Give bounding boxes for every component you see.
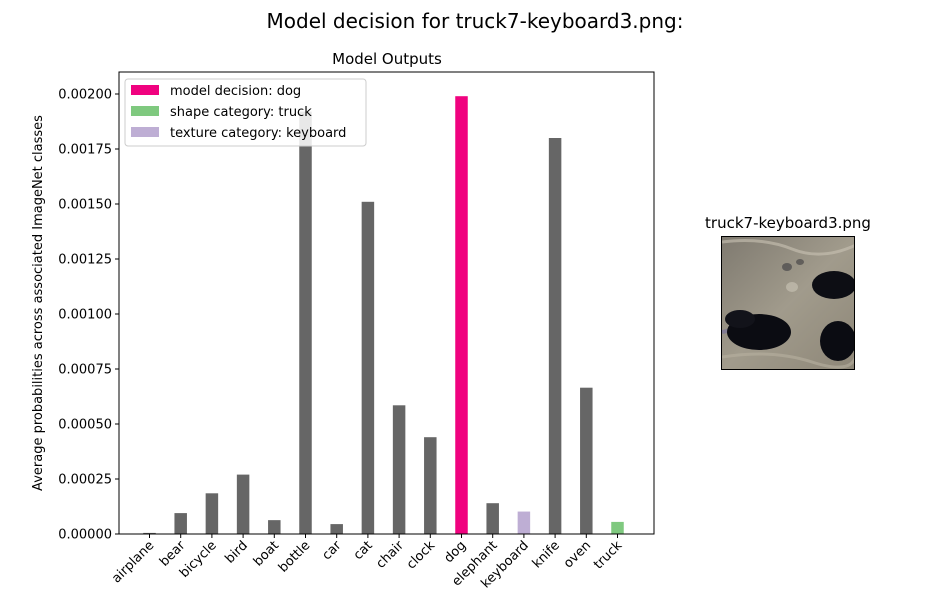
bar-bicycle [205, 493, 219, 534]
bar-bird [236, 474, 250, 534]
legend-label: model decision: dog [170, 84, 301, 99]
y-tick-label: 0.00050 [58, 418, 112, 433]
x-tick-label: knife [530, 538, 563, 571]
stimulus-image-graphic [722, 237, 854, 369]
y-axis-label: Average probabilities across associated … [31, 115, 46, 491]
bar-bottle [299, 111, 312, 534]
x-tick-label: oven [561, 538, 594, 571]
legend-label: shape category: truck [170, 105, 312, 120]
legend-swatch [131, 127, 159, 137]
bar-clock [424, 437, 437, 534]
bar-oven [580, 387, 593, 534]
legend-label: texture category: keyboard [170, 126, 346, 141]
y-tick-label: 0.00125 [58, 253, 112, 268]
bar-elephant [486, 503, 499, 534]
x-tick-label: airplane [109, 538, 157, 586]
figure-title: Model decision for truck7-keyboard3.png: [267, 9, 684, 33]
x-tick-label: chair [373, 538, 407, 572]
x-tick-label: clock [404, 538, 439, 573]
y-tick-label: 0.00100 [58, 308, 112, 323]
y-tick-label: 0.00150 [58, 198, 112, 213]
bar-car [330, 524, 343, 534]
bar-keyboard [517, 511, 531, 534]
image-title: truck7-keyboard3.png [705, 214, 871, 232]
x-tick-label: bottle [276, 538, 313, 575]
y-tick-label: 0.00175 [58, 143, 112, 158]
bar-chair [392, 405, 406, 534]
bar-bear [174, 513, 187, 534]
bar-cat [361, 201, 375, 535]
stimulus-image [721, 236, 855, 370]
x-tick-label: car [319, 538, 345, 564]
bar-truck [611, 521, 624, 534]
y-tick-label: 0.00000 [58, 528, 112, 543]
x-tick-label: truck [591, 538, 626, 573]
x-tick-label: cat [351, 538, 376, 563]
legend-swatch [131, 85, 159, 95]
y-tick-label: 0.00200 [58, 88, 112, 103]
chart-title: Model Outputs [332, 50, 442, 68]
plot-frame [118, 71, 655, 535]
bar-airplane [143, 532, 156, 534]
legend-box [124, 78, 367, 147]
y-tick-label: 0.00075 [58, 363, 112, 378]
y-tick-label: 0.00025 [58, 473, 112, 488]
legend-swatch [131, 106, 159, 116]
bar-knife [548, 138, 562, 534]
x-tick-label: bird [222, 538, 250, 566]
bar-boat [268, 520, 281, 534]
bar-dog [455, 96, 468, 534]
